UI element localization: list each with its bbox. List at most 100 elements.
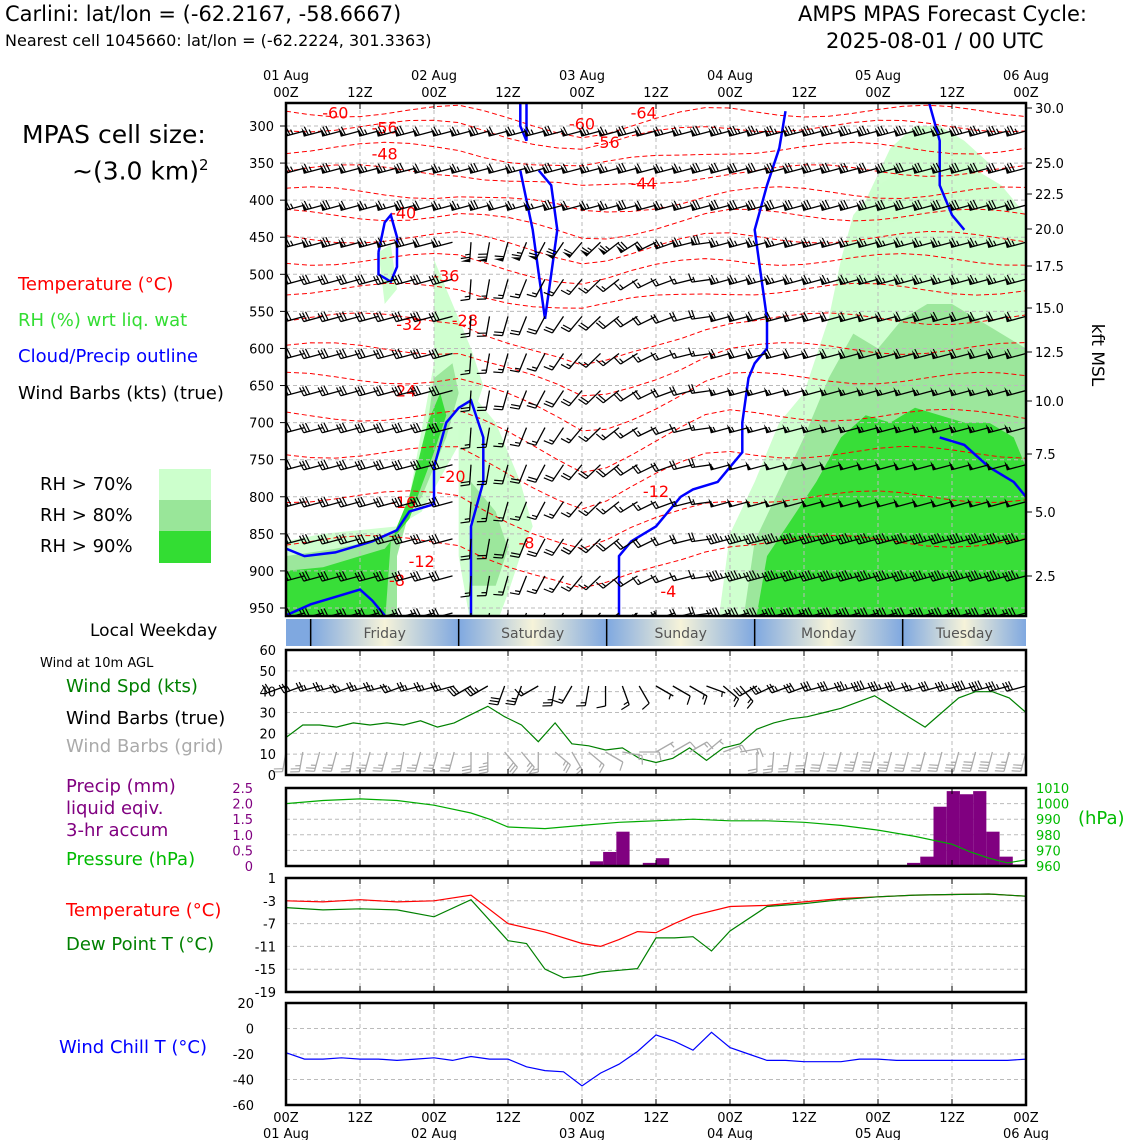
- barb-flag: [378, 459, 385, 469]
- barb-flag: [724, 572, 730, 582]
- barb-flag: [431, 312, 437, 322]
- temperature-contour: [286, 371, 1026, 432]
- barb-pennant: [671, 164, 678, 174]
- barb-halfflag: [897, 426, 901, 432]
- barb-flag: [893, 770, 904, 772]
- barb-flag: [899, 570, 906, 579]
- barb-flag: [339, 423, 345, 433]
- wind-barb-grid: [622, 751, 643, 765]
- barb-staff: [739, 685, 754, 702]
- barb-staff: [821, 315, 842, 323]
- barb-staff: [755, 685, 775, 696]
- barb-pennant: [856, 238, 863, 248]
- wind-barb-grid: [322, 751, 338, 772]
- wind-barb: [800, 387, 823, 397]
- barb-flag: [493, 556, 503, 559]
- wind-barb: [669, 498, 694, 508]
- barb-flag: [840, 348, 846, 358]
- cross-section-barbs: [286, 125, 1026, 616]
- barb-flag: [320, 312, 326, 322]
- barb-halfflag: [337, 686, 341, 692]
- wind-barb: [428, 274, 453, 286]
- wind-barb: [354, 496, 379, 508]
- barb-flag: [733, 688, 741, 697]
- wind-barb: [544, 241, 565, 260]
- barb-pennant: [819, 164, 826, 174]
- barb-flag: [914, 200, 920, 210]
- barb-flag: [336, 275, 342, 285]
- barb-pennant: [356, 164, 363, 174]
- wind-barb: [930, 199, 953, 211]
- barb-halfflag: [749, 426, 753, 432]
- wind-barb: [560, 126, 583, 137]
- barb-flag: [766, 237, 772, 247]
- wind-barb-true: [638, 685, 650, 710]
- y-tick-label: 350: [249, 157, 274, 172]
- barb-staff: [858, 426, 879, 434]
- wind-barb-true: [362, 681, 388, 692]
- barb-flag: [920, 681, 927, 691]
- barb-pennant: [819, 349, 826, 359]
- wind-barb: [476, 353, 491, 375]
- wind-barb: [745, 311, 768, 323]
- wind-barb: [504, 126, 527, 137]
- pressure-y-label: 1010: [1036, 782, 1069, 797]
- barb-flag: [509, 555, 520, 558]
- barb-flag: [286, 422, 292, 432]
- barb-pennant: [652, 201, 659, 211]
- barb-pennant: [430, 127, 437, 137]
- barb-staff: [535, 464, 546, 483]
- barb-flag: [840, 200, 846, 210]
- barb-halfflag: [308, 240, 312, 246]
- wind-barb: [560, 315, 583, 333]
- barb-flag: [428, 313, 434, 322]
- wind-barb-grid: [927, 751, 943, 772]
- barb-halfflag: [960, 536, 964, 542]
- barb-staff: [544, 204, 564, 211]
- wind-barb: [504, 163, 527, 174]
- barb-pennant: [763, 201, 770, 211]
- barb-staff: [359, 167, 379, 174]
- barb-flag: [562, 163, 568, 173]
- cell-size-value: ~(3.0 km)2: [72, 156, 209, 185]
- barb-pennant: [477, 258, 487, 262]
- barb-halfflag: [670, 743, 675, 748]
- wind-barb: [893, 311, 916, 323]
- barb-pennant: [689, 201, 696, 211]
- barb-halfflag: [566, 585, 572, 590]
- barb-pennant: [467, 201, 474, 211]
- top-hour-label: 12Z: [791, 86, 817, 101]
- barb-flag: [870, 681, 876, 691]
- barb-flag: [509, 332, 520, 336]
- barb-pennant: [579, 249, 589, 257]
- barb-staff: [835, 751, 842, 772]
- barb-flag: [658, 751, 662, 762]
- wind-barb: [299, 496, 324, 508]
- barb-flag: [493, 297, 503, 300]
- barb-flag: [490, 697, 500, 700]
- wind-barb: [560, 538, 583, 555]
- barb-flag: [410, 572, 416, 582]
- barb-flag: [977, 680, 983, 690]
- wind-barb: [669, 423, 694, 434]
- precip-y-label: 0: [245, 860, 253, 875]
- barb-staff: [364, 751, 371, 772]
- barb-flag: [945, 767, 955, 769]
- barb-flag: [917, 162, 923, 172]
- barb-flag: [440, 767, 450, 769]
- barb-staff: [932, 426, 953, 434]
- barb-flag: [688, 384, 693, 394]
- barb-halfflag: [812, 536, 816, 542]
- barb-staff: [655, 167, 675, 174]
- barb-staff: [585, 501, 601, 517]
- barb-flag: [965, 535, 971, 545]
- barb-halfflag: [290, 240, 294, 246]
- barb-flag: [598, 394, 607, 402]
- barb-flag: [954, 199, 960, 209]
- barb-pennant: [985, 238, 992, 248]
- wind-barb: [745, 274, 768, 286]
- barb-halfflag: [549, 513, 555, 517]
- barb-flag: [931, 571, 937, 581]
- barb-flag: [299, 275, 305, 285]
